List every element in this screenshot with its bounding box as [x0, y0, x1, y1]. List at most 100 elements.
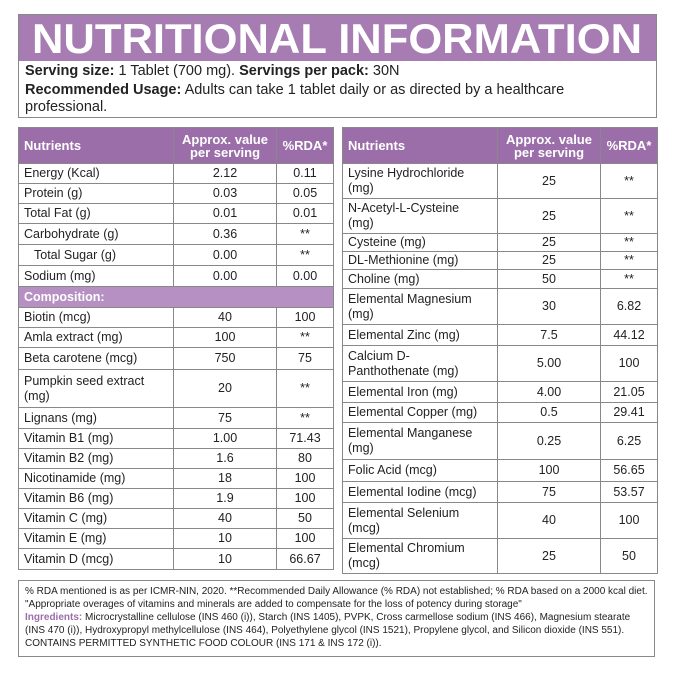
usage-label: Recommended Usage:	[25, 82, 182, 98]
cell-text: 0.00	[292, 268, 318, 283]
nutrient-name: Vitamin C (mg)	[18, 508, 174, 529]
cell-text: 40	[542, 513, 556, 527]
cell-text: 75	[542, 484, 556, 499]
cell-text: Beta carotene (mcg)	[24, 351, 138, 365]
cell-text: Elemental Chromium (mcg)	[348, 541, 465, 570]
cell-text: 80	[298, 451, 312, 465]
cell-text: 5.00	[536, 356, 562, 370]
nutrient-value: **	[600, 269, 658, 289]
nutrient-name: Cysteine (mg)	[342, 233, 498, 252]
nutrient-name: Vitamin B1 (mg)	[18, 428, 174, 449]
cell-text: Vitamin B1 (mg)	[24, 431, 114, 445]
cell-text: Choline (mg)	[348, 271, 420, 286]
cell-text: Pumpkin seed extract (mg)	[24, 373, 145, 403]
cell-text: 7.5	[540, 327, 558, 342]
serving-size: 1 Tablet (700 mg).	[118, 63, 236, 79]
nutrient-value: 80	[276, 448, 334, 469]
table-row: Total Sugar (g) 0.00 **	[18, 244, 334, 266]
cell-text: N-Acetyl-L-Cysteine (mg)	[348, 201, 460, 230]
cell-text: 0.03	[212, 186, 238, 200]
title: NUTRITIONAL INFORMATION	[32, 15, 642, 61]
nutrient-name: Total Fat (g)	[18, 203, 174, 224]
ingredients: Microcrystalline cellulose (INS 460 (i))…	[25, 612, 631, 649]
nutrient-name: Folic Acid (mcg)	[342, 459, 498, 482]
nutrient-value: 25	[497, 163, 601, 199]
nutrient-value: 25	[497, 251, 601, 270]
nutrient-value: 100	[276, 488, 334, 509]
nutrient-value: 18	[173, 468, 277, 489]
cell-text: Elemental Iron (mg)	[348, 384, 458, 399]
nutrient-name: Calcium D-Panthothenate (mg)	[342, 345, 498, 382]
cell-text: 50	[298, 511, 312, 525]
cell-text: 40	[218, 511, 232, 525]
cell-text: 75	[218, 410, 232, 425]
table-row: Elemental Chromium (mcg) 25 50	[342, 538, 658, 574]
table-row: Energy (Kcal) 2.12 0.11	[18, 163, 334, 184]
nutrient-name: Amla extract (mg)	[18, 327, 174, 348]
servings-label: Servings per pack:	[239, 63, 369, 79]
footnote: % RDA mentioned is as per ICMR-NIN, 2020…	[25, 586, 648, 610]
serving-size-label: Serving size:	[25, 63, 115, 79]
nutrient-value: 40	[497, 502, 601, 539]
cell-text: Protein (g)	[24, 186, 83, 200]
cell-text: Elemental Magnesium (mg)	[348, 291, 472, 321]
cell-text: Biotin (mcg)	[24, 310, 91, 324]
cell-text: 30	[542, 299, 556, 313]
table-row: Amla extract (mg) 100 **	[18, 327, 334, 348]
cell-text: **	[300, 226, 310, 241]
cell-text: 10	[218, 531, 232, 545]
nutrient-value: 29.41	[600, 402, 658, 423]
column-header: %RDA*	[600, 127, 658, 164]
cell-text: Calcium D-Panthothenate (mg)	[348, 348, 459, 378]
column-header: %RDA*	[276, 127, 334, 164]
section-title: Composition:	[24, 289, 105, 304]
nutrient-value: 75	[497, 481, 601, 503]
nutrient-value: 25	[497, 538, 601, 574]
nutrient-value: **	[276, 369, 334, 408]
nutrient-name: Elemental Zinc (mg)	[342, 324, 498, 346]
nutrient-value: 7.5	[497, 324, 601, 346]
cell-text: Cysteine (mg)	[348, 235, 426, 249]
cell-text: 100	[214, 330, 236, 344]
nutrient-value: 56.65	[600, 459, 658, 482]
nutrient-value: 750	[173, 347, 277, 370]
cell-text: Energy (Kcal)	[24, 166, 100, 180]
nutrient-name: Pumpkin seed extract (mg)	[18, 369, 174, 408]
table-row: Nicotinamide (mg) 18 100	[18, 468, 334, 489]
cell-text: **	[624, 253, 634, 267]
cell-text: 0.36	[212, 226, 238, 241]
table-row: Vitamin B1 (mg) 1.00 71.43	[18, 428, 334, 449]
ingredients-line: Ingredients: Microcrystalline cellulose …	[25, 611, 648, 650]
cell-text: 4.00	[536, 384, 562, 399]
cell-text: 1.6	[216, 451, 234, 465]
table-row: Biotin (mcg) 40 100	[18, 307, 334, 328]
table-row: Elemental Magnesium (mg) 30 6.82	[342, 288, 658, 325]
table-row: Pumpkin seed extract (mg) 20 **	[18, 369, 334, 408]
nutrient-value: **	[276, 223, 334, 245]
table-row: Lignans (mg) 75 **	[18, 407, 334, 429]
nutrient-name: Elemental Manganese (mg)	[342, 422, 498, 460]
table-row: Vitamin E (mg) 10 100	[18, 528, 334, 549]
nutrient-value: 30	[497, 288, 601, 325]
nutrient-value: 0.25	[497, 422, 601, 460]
cell-text: Nicotinamide (mg)	[24, 471, 126, 485]
nutrient-value: 25	[497, 198, 601, 234]
title-svg: NUTRITIONAL INFORMATION	[32, 15, 642, 62]
nutrient-name: DL-Methionine (mg)	[342, 251, 498, 270]
nutrient-value: 20	[173, 369, 277, 408]
nutrient-value: 2.12	[173, 163, 277, 184]
nutrient-value: 21.05	[600, 381, 658, 403]
table-row: Cysteine (mg) 25 **	[342, 233, 658, 252]
cell-text: 100	[294, 531, 316, 545]
cell-text: **	[300, 381, 310, 395]
nutrient-value: 1.00	[173, 428, 277, 449]
cell-text: Vitamin B2 (mg)	[24, 451, 114, 465]
nutrient-value: 6.25	[600, 422, 658, 460]
usage: Adults can take 1 tablet daily or as dir…	[25, 82, 565, 115]
nutrient-name: Elemental Magnesium (mg)	[342, 288, 498, 325]
nutrient-name: Choline (mg)	[342, 269, 498, 289]
cell-text: **	[624, 271, 634, 286]
nutrient-name: Elemental Iron (mg)	[342, 381, 498, 403]
table-row: Carbohydrate (g) 0.36 **	[18, 223, 334, 245]
table-row: N-Acetyl-L-Cysteine (mg) 25 **	[342, 198, 658, 234]
